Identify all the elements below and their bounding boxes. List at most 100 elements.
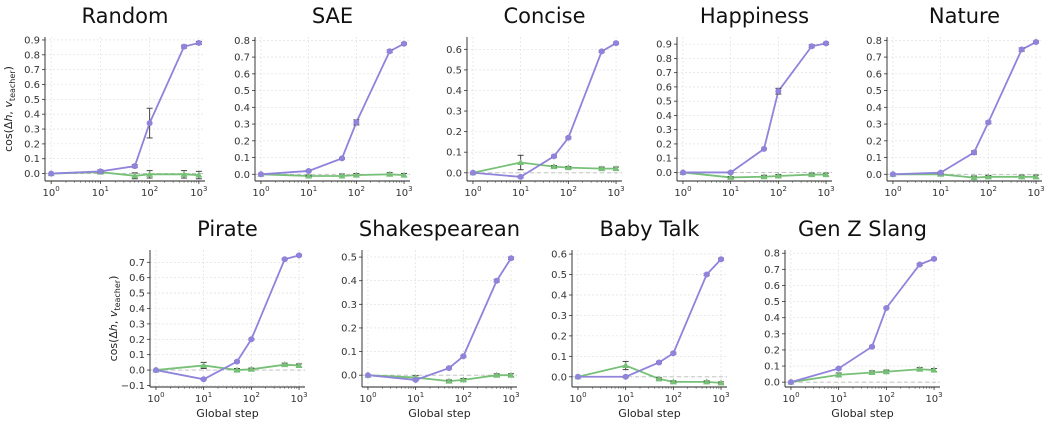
trained-point [985,119,992,126]
y-tick-label: 0.1 [24,154,40,165]
x-axis-label: Global step [196,407,258,420]
baseline-point [200,361,208,368]
y-tick-label: 0.4 [234,103,250,114]
trained-point [248,336,255,343]
baseline-point [703,378,711,385]
trained-point [970,149,977,156]
trained-point [889,171,896,178]
baseline-series-line [155,363,300,371]
baseline-point [352,171,360,178]
trained-series-line [790,258,935,384]
trained-point [868,343,875,350]
trained-point [460,353,467,360]
trained-point [808,43,815,50]
y-tick-label: 0.2 [866,136,882,147]
trained-point [1018,46,1025,53]
y-tick-label: 0.2 [764,345,780,356]
trained-point [412,376,419,383]
panel-title: Nature [929,4,1000,28]
baseline-series-line [682,171,827,179]
y-tick-label: 0.1 [551,352,567,363]
y-tick-label: 0.6 [446,45,462,56]
x-tick-label: 102 [455,391,472,405]
x-tick-label: 102 [980,185,997,199]
x-tick-label: 101 [195,391,212,405]
baseline-series-line [260,173,405,177]
panel-title: Gen Z Slang [798,217,927,241]
y-tick-label: 0.4 [551,290,567,301]
trained-point [386,48,393,55]
trained-point [823,40,830,47]
y-tick-label: 0.2 [24,139,40,150]
x-tick-label: 101 [92,185,109,199]
y-tick-label: 0.4 [129,304,145,315]
y-tick-label: 0.4 [764,313,780,324]
y-tick-label: 0.7 [866,53,882,64]
y-tick-label: 0.8 [764,249,780,260]
panel-gen-z-slang: Gen Z Slang 0.0 0.1 0.2 0.3 0.4 0.5 0.6 0.7 0.8 10… [764,217,943,420]
baseline-point [400,171,408,178]
y-tick-label: 0.7 [764,265,780,276]
y-tick-label: 0.0 [764,378,780,389]
baseline-point [507,371,515,378]
y-tick-label: 0.3 [341,300,357,311]
baseline-series-line [367,374,512,382]
trained-point [257,171,264,178]
x-axis-label: Global step [618,407,680,420]
trained-point [233,358,240,365]
y-tick-label: 0.2 [446,127,462,138]
panel-title: Baby Talk [600,217,701,241]
baseline-series-line [472,161,617,174]
panel-happiness: Happiness 0.0 0.1 0.2 0.3 0.4 0.5 0.6 0.7 0.8 0.9 1… [656,4,835,199]
baseline-point [774,172,782,179]
x-tick-label: 100 [147,391,164,405]
baseline-point [180,170,188,177]
y-tick-label: 0.1 [341,347,357,358]
x-axis-label: Global step [408,407,470,420]
trained-point [200,376,207,383]
panel-concise: Concise 0.0 0.1 0.2 0.3 0.4 0.5 0.6 100 101 102 103 [446,4,625,199]
baseline-point [612,165,620,172]
trained-point [670,350,677,357]
x-tick-label: 103 [1027,185,1044,199]
baseline-point [655,375,663,382]
baseline-point [445,377,453,384]
baseline-point [247,365,255,372]
y-tick-label: 0.7 [656,68,672,79]
y-tick-label: 0.8 [656,54,672,65]
trained-point [152,367,159,374]
baseline-point [459,376,467,383]
trained-point [296,252,303,259]
baseline-point [233,366,241,373]
x-tick-label: 101 [617,391,634,405]
y-tick-label: 0.2 [551,331,567,342]
panel-title: Random [82,4,169,28]
baseline-point [1032,173,1040,180]
trained-series-line [682,42,827,174]
y-tick-label: 0.8 [234,36,250,47]
trained-point [550,153,557,160]
trained-point [787,379,794,386]
y-tick-label: 0.7 [129,258,145,269]
x-tick-label: 100 [464,185,481,199]
x-tick-label: 100 [674,185,691,199]
x-tick-label: 102 [141,185,158,199]
panel-nature: Nature 0.0 0.1 0.2 0.3 0.4 0.5 0.6 0.7 0.8 100 101 1… [866,4,1045,199]
trained-series-line [367,257,512,381]
baseline-point [146,170,154,177]
y-tick-label: 0.6 [551,250,567,261]
y-tick-label: 0.1 [446,148,462,159]
baseline-point [493,371,501,378]
y-tick-label: 0.1 [866,153,882,164]
y-tick-label: 0.3 [866,120,882,131]
trained-point [937,169,944,176]
x-tick-label: 101 [722,185,739,199]
trained-point [613,40,620,47]
x-tick-label: 102 [348,185,365,199]
baseline-point [868,368,876,375]
baseline-point [835,371,843,378]
trained-point [195,39,202,46]
y-tick-label: 0.3 [234,120,250,131]
panel-sae: SAE 0.0 0.1 0.2 0.3 0.4 0.5 0.6 0.7 0.8 100 101 102 1… [234,4,413,199]
y-tick-label: 0.3 [764,329,780,340]
